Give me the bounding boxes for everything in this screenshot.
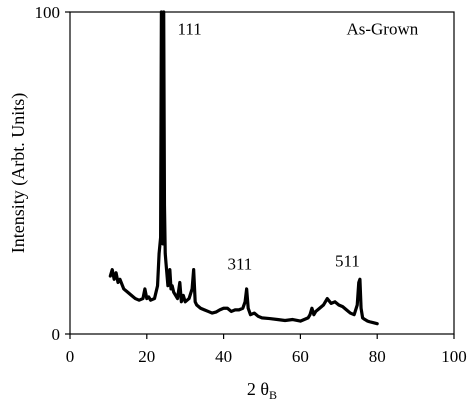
y-axis-ticks: 0 100 bbox=[35, 3, 70, 344]
peak-annotations: 111 311 511 As-Grown bbox=[178, 20, 419, 274]
x-axis-title: 2 θB bbox=[247, 379, 277, 402]
x-tick-label: 20 bbox=[138, 347, 155, 366]
y-axis-title: Intensity (Arbt. Units) bbox=[8, 93, 29, 253]
annotation-label: 111 bbox=[178, 20, 202, 39]
y-tick-label: 100 bbox=[35, 3, 61, 22]
x-tick-label: 100 bbox=[441, 347, 467, 366]
x-tick-label: 80 bbox=[369, 347, 386, 366]
annotation-label: 511 bbox=[335, 251, 360, 270]
series-line bbox=[108, 10, 379, 326]
x-axis-ticks: 0 20 40 60 80 100 bbox=[66, 334, 467, 366]
plot-frame bbox=[69, 11, 455, 335]
x-tick-label: 60 bbox=[292, 347, 309, 366]
annotation-label: As-Grown bbox=[346, 20, 418, 39]
x-tick-label: 40 bbox=[215, 347, 232, 366]
y-tick-label: 0 bbox=[52, 325, 61, 344]
annotation-label: 311 bbox=[227, 255, 252, 274]
x-tick-label: 0 bbox=[66, 347, 75, 366]
